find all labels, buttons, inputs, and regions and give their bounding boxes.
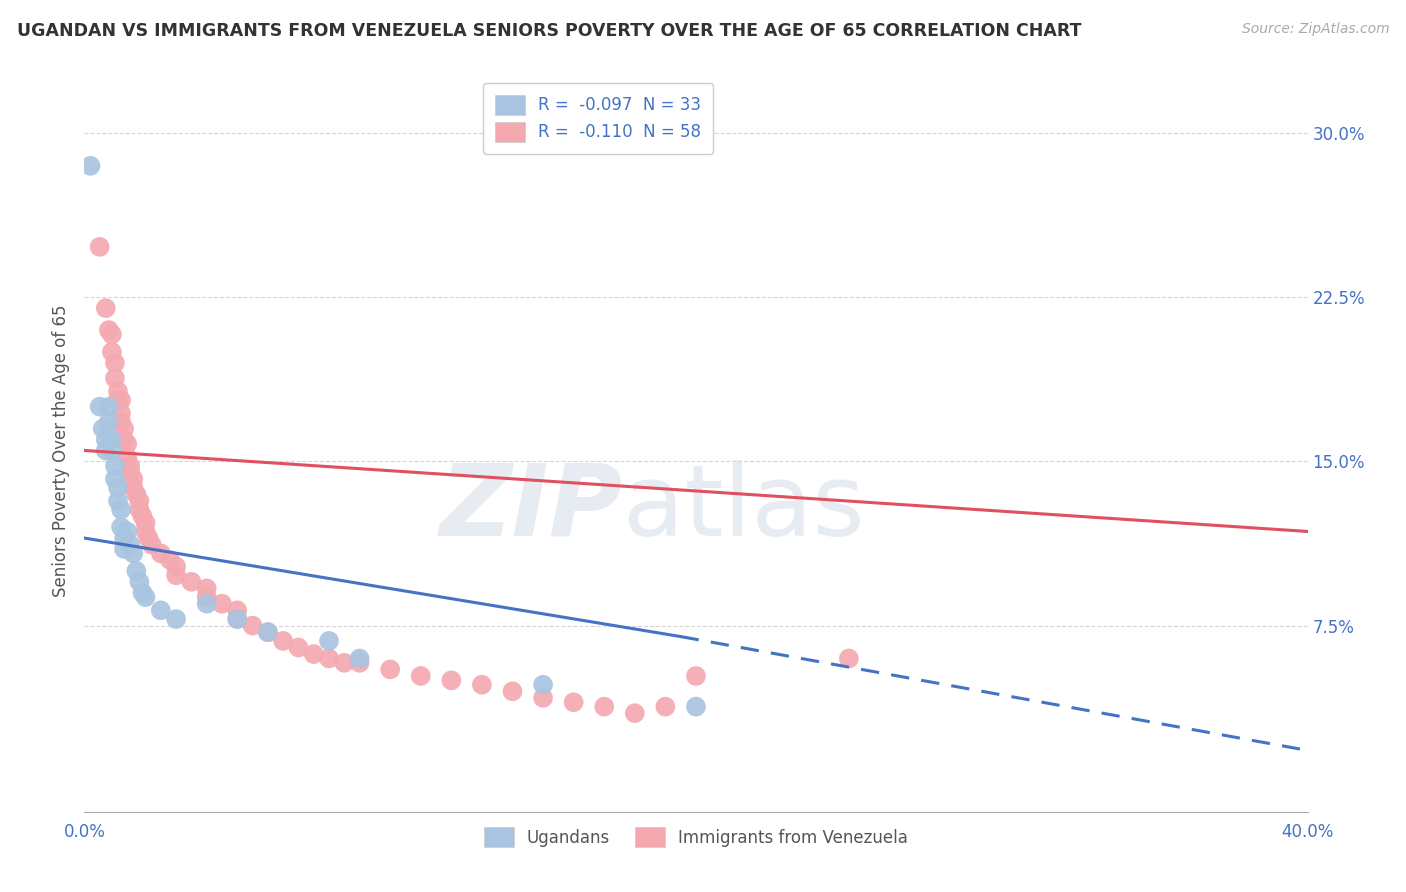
Text: atlas: atlas xyxy=(623,459,865,557)
Point xyxy=(110,406,132,420)
Point xyxy=(333,656,356,670)
Point xyxy=(685,669,707,683)
Point xyxy=(94,443,117,458)
Point xyxy=(104,458,127,473)
Point xyxy=(409,669,432,683)
Point xyxy=(531,678,554,692)
Point xyxy=(97,400,120,414)
Point xyxy=(94,301,117,315)
Point xyxy=(101,327,124,342)
Point xyxy=(165,612,187,626)
Point xyxy=(101,433,124,447)
Point xyxy=(502,684,524,698)
Point xyxy=(195,582,218,596)
Point xyxy=(318,634,340,648)
Point xyxy=(159,553,181,567)
Point xyxy=(685,699,707,714)
Point xyxy=(135,524,157,539)
Text: UGANDAN VS IMMIGRANTS FROM VENEZUELA SENIORS POVERTY OVER THE AGE OF 65 CORRELAT: UGANDAN VS IMMIGRANTS FROM VENEZUELA SEN… xyxy=(17,22,1081,40)
Point xyxy=(101,345,124,359)
Point xyxy=(104,472,127,486)
Point xyxy=(654,699,676,714)
Point xyxy=(471,678,494,692)
Point xyxy=(122,546,145,560)
Point xyxy=(226,612,249,626)
Point xyxy=(271,634,294,648)
Point xyxy=(107,493,129,508)
Point xyxy=(165,559,187,574)
Point xyxy=(624,706,647,721)
Point xyxy=(122,481,145,495)
Point xyxy=(91,421,114,435)
Point xyxy=(149,546,172,560)
Point xyxy=(120,466,142,480)
Point xyxy=(349,656,371,670)
Point xyxy=(120,538,142,552)
Point xyxy=(242,618,264,632)
Point xyxy=(318,651,340,665)
Point xyxy=(141,538,163,552)
Point xyxy=(112,531,135,545)
Point xyxy=(138,531,160,545)
Point xyxy=(122,472,145,486)
Point xyxy=(89,400,111,414)
Point xyxy=(97,415,120,429)
Point xyxy=(128,502,150,516)
Point xyxy=(302,647,325,661)
Y-axis label: Seniors Poverty Over the Age of 65: Seniors Poverty Over the Age of 65 xyxy=(52,304,70,597)
Point xyxy=(149,603,172,617)
Point xyxy=(110,520,132,534)
Point xyxy=(131,509,153,524)
Point xyxy=(135,516,157,530)
Point xyxy=(195,590,218,604)
Point xyxy=(112,433,135,447)
Point xyxy=(104,356,127,370)
Point xyxy=(440,673,463,688)
Point xyxy=(115,450,138,464)
Point xyxy=(128,574,150,589)
Point xyxy=(593,699,616,714)
Point xyxy=(120,458,142,473)
Point xyxy=(110,415,132,429)
Point xyxy=(115,437,138,451)
Point xyxy=(226,612,249,626)
Legend: Ugandans, Immigrants from Venezuela: Ugandans, Immigrants from Venezuela xyxy=(477,821,915,854)
Point xyxy=(89,240,111,254)
Point xyxy=(110,393,132,408)
Point xyxy=(211,597,233,611)
Point xyxy=(531,690,554,705)
Point xyxy=(101,443,124,458)
Point xyxy=(380,662,402,676)
Point xyxy=(287,640,309,655)
Point xyxy=(94,433,117,447)
Point xyxy=(226,603,249,617)
Point xyxy=(257,625,280,640)
Point xyxy=(562,695,585,709)
Point xyxy=(257,625,280,640)
Point xyxy=(128,493,150,508)
Point xyxy=(79,159,101,173)
Point xyxy=(135,590,157,604)
Point xyxy=(112,421,135,435)
Point xyxy=(107,384,129,399)
Point xyxy=(125,564,148,578)
Text: Source: ZipAtlas.com: Source: ZipAtlas.com xyxy=(1241,22,1389,37)
Point xyxy=(110,502,132,516)
Point xyxy=(195,597,218,611)
Point xyxy=(180,574,202,589)
Point xyxy=(107,393,129,408)
Point xyxy=(349,651,371,665)
Point xyxy=(104,371,127,385)
Point xyxy=(131,586,153,600)
Point xyxy=(97,323,120,337)
Point xyxy=(115,524,138,539)
Text: ZIP: ZIP xyxy=(440,459,623,557)
Point xyxy=(112,541,135,556)
Point xyxy=(838,651,860,665)
Point xyxy=(107,481,129,495)
Point xyxy=(125,487,148,501)
Point xyxy=(165,568,187,582)
